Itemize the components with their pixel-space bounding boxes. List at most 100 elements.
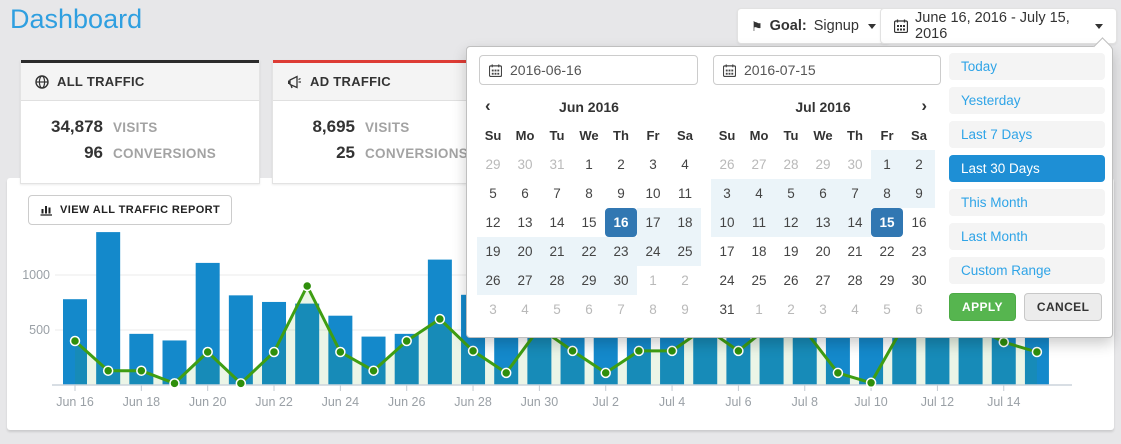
range-option-yesterday[interactable]: Yesterday (949, 87, 1105, 114)
range-option-today[interactable]: Today (949, 53, 1105, 80)
day-cell[interactable]: 30 (517, 157, 533, 172)
day-cell[interactable]: 22 (573, 237, 605, 266)
day-cell[interactable]: 20 (509, 237, 541, 266)
day-cell[interactable]: 11 (677, 186, 692, 201)
day-cell[interactable]: 12 (485, 215, 501, 230)
day-cell[interactable]: 31 (719, 302, 735, 317)
day-cell[interactable]: 16 (911, 215, 927, 230)
day-cell[interactable]: 8 (585, 186, 593, 201)
day-cell[interactable]: 2 (903, 150, 935, 179)
day-cell[interactable]: 7 (839, 179, 871, 208)
range-option-last-month[interactable]: Last Month (949, 223, 1105, 250)
day-cell[interactable]: 19 (783, 244, 799, 259)
range-option-custom-range[interactable]: Custom Range (949, 257, 1105, 284)
day-cell[interactable]: 6 (915, 302, 923, 317)
day-cell[interactable]: 18 (669, 208, 701, 237)
day-cell[interactable]: 4 (851, 302, 859, 317)
day-cell[interactable]: 16 (605, 208, 637, 237)
apply-button[interactable]: APPLY (949, 293, 1016, 321)
day-cell[interactable]: 6 (521, 186, 529, 201)
daterange-button[interactable]: June 16, 2016 - July 15, 2016 (880, 8, 1117, 44)
start-date-input[interactable]: 2016-06-16 (479, 55, 698, 85)
end-date-input[interactable]: 2016-07-15 (713, 55, 941, 85)
day-cell[interactable]: 5 (883, 302, 891, 317)
day-cell[interactable]: 22 (879, 244, 895, 259)
day-cell[interactable]: 8 (871, 179, 903, 208)
day-cell[interactable]: 5 (489, 186, 497, 201)
day-cell[interactable]: 11 (743, 208, 775, 237)
chevron-left-icon[interactable]: ‹ (485, 96, 491, 115)
day-cell[interactable]: 2 (617, 157, 625, 172)
day-cell[interactable]: 1 (649, 273, 657, 288)
range-option-last-7-days[interactable]: Last 7 Days (949, 121, 1105, 148)
day-cell[interactable]: 9 (681, 302, 689, 317)
day-cell[interactable]: 28 (541, 266, 573, 295)
day-cell[interactable]: 3 (711, 179, 743, 208)
day-cell[interactable]: 4 (521, 302, 529, 317)
day-cell[interactable]: 24 (719, 273, 735, 288)
day-cell[interactable]: 25 (669, 237, 701, 266)
goal-dropdown-button[interactable]: ⚑ Goal: Signup (737, 8, 890, 44)
day-cell[interactable]: 28 (847, 273, 863, 288)
day-cell[interactable]: 3 (489, 302, 497, 317)
day-cell[interactable]: 4 (681, 157, 689, 172)
day-cell[interactable]: 29 (573, 266, 605, 295)
day-cell[interactable]: 24 (637, 237, 669, 266)
day-cell[interactable]: 30 (605, 266, 637, 295)
day-cell[interactable]: 25 (751, 273, 767, 288)
day-cell[interactable]: 29 (485, 157, 501, 172)
day-cell[interactable]: 13 (807, 208, 839, 237)
day-cell[interactable]: 29 (879, 273, 895, 288)
day-cell[interactable]: 30 (847, 157, 863, 172)
day-cell[interactable]: 5 (553, 302, 561, 317)
day-cell[interactable]: 7 (553, 186, 561, 201)
day-cell[interactable]: 17 (719, 244, 735, 259)
day-cell[interactable]: 9 (617, 186, 625, 201)
day-cell[interactable]: 30 (911, 273, 927, 288)
day-cell[interactable]: 18 (751, 244, 767, 259)
day-cell[interactable]: 13 (517, 215, 533, 230)
day-cell[interactable]: 20 (815, 244, 831, 259)
range-option-last-30-days[interactable]: Last 30 Days (949, 155, 1105, 182)
day-cell[interactable]: 4 (743, 179, 775, 208)
day-cell[interactable]: 1 (871, 150, 903, 179)
day-cell[interactable]: 21 (541, 237, 573, 266)
day-cell[interactable]: 10 (711, 208, 743, 237)
day-cell[interactable]: 2 (681, 273, 689, 288)
day-cell[interactable]: 23 (605, 237, 637, 266)
day-cell[interactable]: 6 (585, 302, 593, 317)
day-cell[interactable]: 28 (783, 157, 799, 172)
day-cell[interactable]: 17 (637, 208, 669, 237)
day-cell[interactable]: 3 (649, 157, 657, 172)
day-cell[interactable]: 9 (903, 179, 935, 208)
day-cell[interactable]: 21 (847, 244, 863, 259)
range-option-this-month[interactable]: This Month (949, 189, 1105, 216)
day-cell[interactable]: 19 (477, 237, 509, 266)
cancel-button[interactable]: CANCEL (1023, 293, 1103, 321)
day-cell[interactable]: 5 (775, 179, 807, 208)
day-cell[interactable]: 15 (581, 215, 597, 230)
day-cell[interactable]: 27 (509, 266, 541, 295)
day-cell[interactable]: 6 (807, 179, 839, 208)
day-cell[interactable]: 14 (549, 215, 565, 230)
day-cell[interactable]: 26 (783, 273, 799, 288)
day-cell[interactable]: 29 (815, 157, 831, 172)
day-cell[interactable]: 23 (911, 244, 927, 259)
day-cell[interactable]: 10 (645, 186, 661, 201)
day-cell[interactable]: 8 (649, 302, 657, 317)
day-cell[interactable]: 15 (871, 208, 903, 237)
day-cell[interactable]: 3 (819, 302, 827, 317)
day-cell[interactable]: 14 (839, 208, 871, 237)
day-cell[interactable]: 12 (775, 208, 807, 237)
day-cell[interactable]: 27 (751, 157, 767, 172)
day-cell[interactable]: 1 (755, 302, 763, 317)
day-cell[interactable]: 27 (815, 273, 831, 288)
view-all-traffic-report-button[interactable]: VIEW ALL TRAFFIC REPORT (28, 195, 233, 225)
day-cell[interactable]: 1 (585, 157, 593, 172)
day-cell[interactable]: 31 (549, 157, 565, 172)
day-cell[interactable]: 2 (787, 302, 795, 317)
chevron-right-icon[interactable]: › (921, 96, 927, 115)
day-cell[interactable]: 26 (719, 157, 735, 172)
day-cell[interactable]: 7 (617, 302, 625, 317)
day-cell[interactable]: 26 (477, 266, 509, 295)
